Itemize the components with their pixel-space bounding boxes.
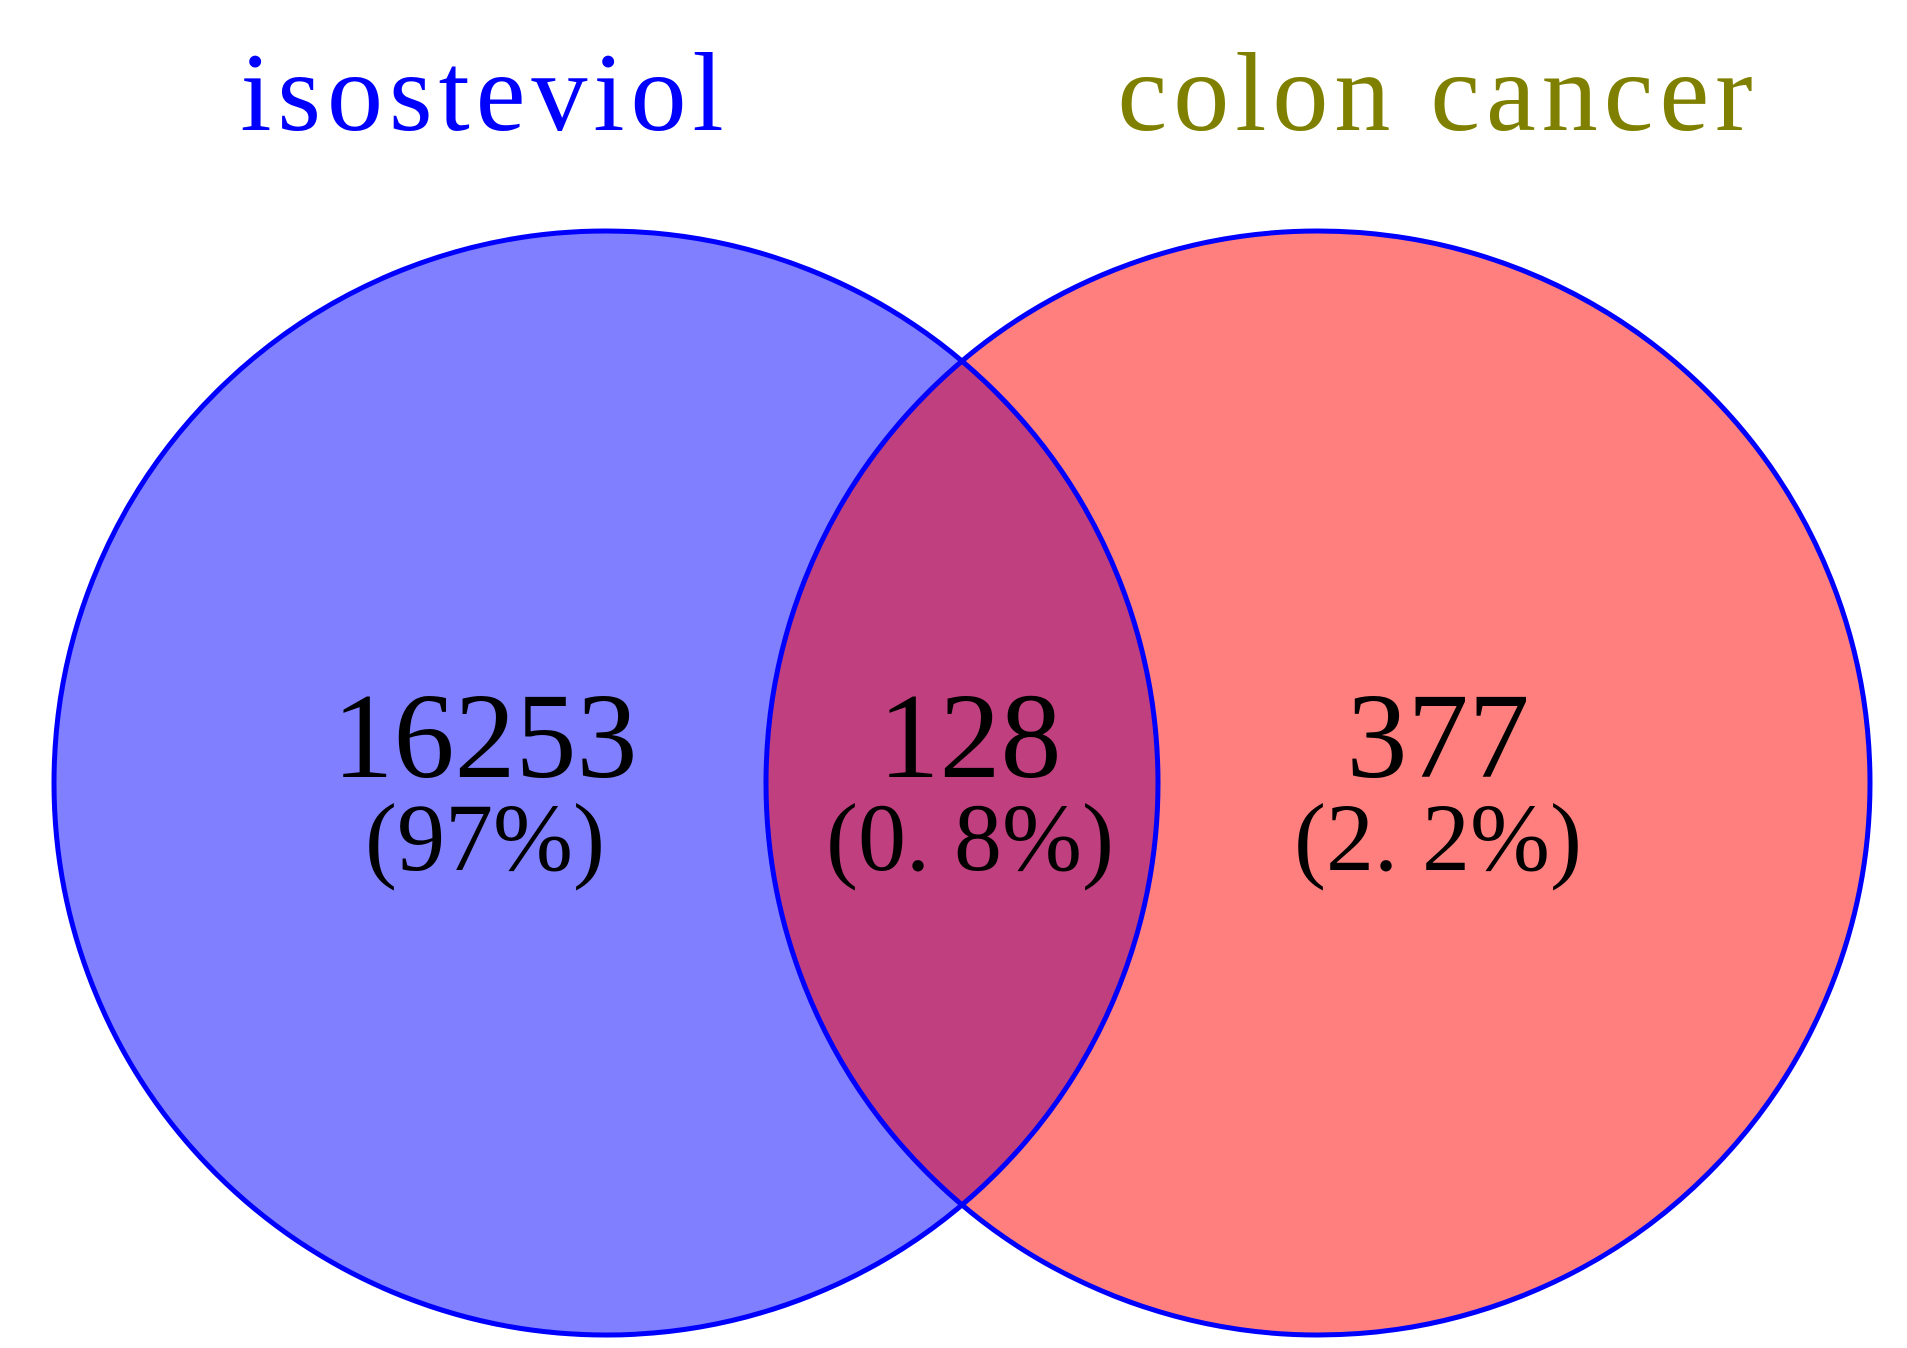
- region-count: 128: [879, 669, 1062, 804]
- set-outline: [763, 228, 1873, 1338]
- region-percent: (2. 2%): [1294, 784, 1582, 891]
- region-count: 377: [1347, 669, 1530, 804]
- region-percent: (97%): [365, 784, 605, 891]
- set-circle: [766, 231, 1870, 1335]
- region-count: 16253: [333, 669, 638, 804]
- set-label: colon cancer: [1118, 31, 1759, 155]
- set-label: isosteviol: [240, 31, 729, 155]
- region-percent: (0. 8%): [826, 784, 1114, 891]
- set-outline: [51, 228, 1161, 1338]
